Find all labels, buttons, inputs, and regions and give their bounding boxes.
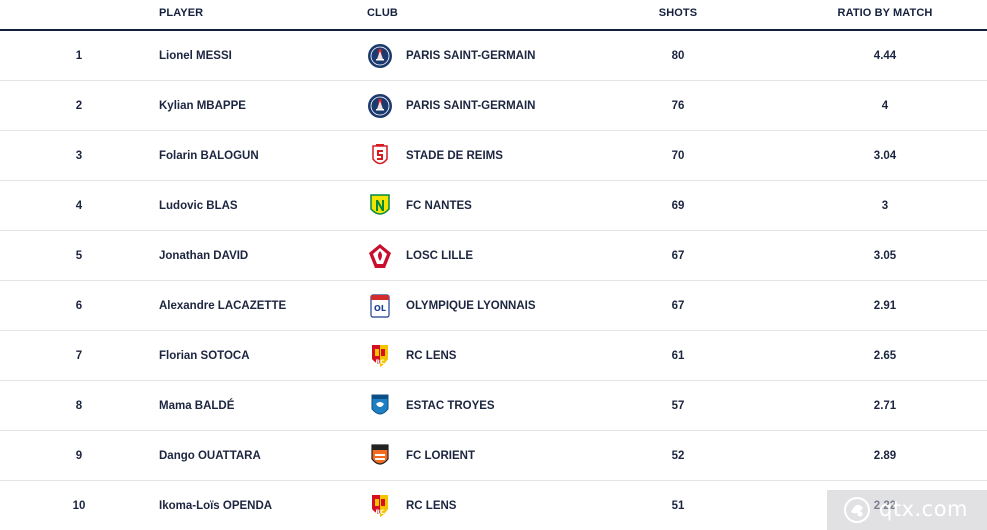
shots-value: 57 [671,399,685,412]
header-club[interactable]: CLUB [367,7,398,19]
rank: 4 [75,199,83,212]
lyon-crest-icon: OL [367,292,393,320]
ratio-value: 3.04 [873,149,897,162]
table-header: PLAYER CLUB SHOTS RATIO BY MATCH [0,0,987,31]
player-name-link[interactable]: Jonathan DAVID [159,249,249,262]
shots-value: 67 [671,299,685,312]
ratio-value: 2.89 [873,449,897,462]
rank: 10 [72,499,86,512]
ratio-value: 3.05 [873,249,897,262]
player-name-link[interactable]: Dango OUATTARA [159,449,261,462]
watermark-text: qtx.com [879,497,969,521]
player-name-link[interactable]: Florian SOTOCA [159,349,250,362]
ratio-value: 4 [881,99,889,112]
club-name-link[interactable]: RC LENS [406,499,457,512]
shots-value: 70 [671,149,685,162]
header-ratio-by-match[interactable]: RATIO BY MATCH [837,7,933,19]
player-name-link[interactable]: Kylian MBAPPE [159,99,246,112]
club-name-link[interactable]: PARIS SAINT-GERMAIN [406,99,536,112]
player-name-link[interactable]: Folarin BALOGUN [159,149,259,162]
table-row[interactable]: 7 Florian SOTOCA RC RC LENS 61 2.65 [0,331,987,381]
shots-value: 69 [671,199,685,212]
rank: 3 [75,149,83,162]
troyes-crest-icon [367,392,393,420]
club-name-link[interactable]: PARIS SAINT-GERMAIN [406,49,536,62]
rank: 8 [75,399,83,412]
rank: 9 [75,449,83,462]
table-row[interactable]: 2 Kylian MBAPPE PARIS SAINT-GERMAIN 76 4 [0,81,987,131]
watermark-logo-icon [844,497,870,523]
svg-text:OL: OL [374,304,386,313]
table-row[interactable]: 1 Lionel MESSI PARIS SAINT-GERMAIN 80 4.… [0,31,987,81]
watermark: qtx.com [827,490,987,530]
rank: 2 [75,99,83,112]
rank: 1 [75,49,83,62]
player-name-link[interactable]: Lionel MESSI [159,49,232,62]
table-row[interactable]: 6 Alexandre LACAZETTE OL OLYMPIQUE LYONN… [0,281,987,331]
table-row[interactable]: 8 Mama BALDÉ ESTAC TROYES 57 2.71 [0,381,987,431]
club-name-link[interactable]: STADE DE REIMS [406,149,503,162]
club-name-link[interactable]: RC LENS [406,349,457,362]
header-shots[interactable]: SHOTS [658,7,698,19]
header-player[interactable]: PLAYER [159,7,204,19]
table-row[interactable]: 5 Jonathan DAVID LOSC LILLE 67 3.05 [0,231,987,281]
ratio-value: 2.71 [873,399,897,412]
club-name-link[interactable]: OLYMPIQUE LYONNAIS [406,299,536,312]
player-name-link[interactable]: Mama BALDÉ [159,399,235,412]
player-name-link[interactable]: Ludovic BLAS [159,199,238,212]
ratio-value: 3 [881,199,889,212]
club-name-link[interactable]: FC LORIENT [406,449,475,462]
psg-crest-icon [367,42,393,70]
club-name-link[interactable]: FC NANTES [406,199,472,212]
table-body: 1 Lionel MESSI PARIS SAINT-GERMAIN 80 4.… [0,31,987,530]
ratio-value: 2.65 [873,349,897,362]
table-row[interactable]: 9 Dango OUATTARA FC LORIENT 52 2.89 [0,431,987,481]
lens-crest-icon: RC [367,492,393,520]
shots-value: 80 [671,49,685,62]
shots-value: 52 [671,449,685,462]
table-row[interactable]: 3 Folarin BALOGUN STADE DE REIMS 70 3.04 [0,131,987,181]
ratio-value: 4.44 [873,49,897,62]
shots-value: 67 [671,249,685,262]
club-name-link[interactable]: LOSC LILLE [406,249,474,262]
table-row[interactable]: 4 Ludovic BLAS FC NANTES 69 3 [0,181,987,231]
psg-crest-icon [367,92,393,120]
shots-value: 76 [671,99,685,112]
reims-crest-icon [367,142,393,170]
rank: 6 [75,299,83,312]
player-name-link[interactable]: Ikoma-Loïs OPENDA [159,499,273,512]
shots-value: 51 [671,499,685,512]
rank: 5 [75,249,83,262]
rank: 7 [75,349,83,362]
svg-text:RC: RC [375,359,385,366]
lille-crest-icon [367,242,393,270]
lens-crest-icon: RC [367,342,393,370]
shots-value: 61 [671,349,685,362]
nantes-crest-icon [367,192,393,220]
svg-text:RC: RC [375,509,385,516]
ratio-value: 2.91 [873,299,897,312]
club-name-link[interactable]: ESTAC TROYES [406,399,495,412]
lorient-crest-icon [367,442,393,470]
player-name-link[interactable]: Alexandre LACAZETTE [159,299,287,312]
